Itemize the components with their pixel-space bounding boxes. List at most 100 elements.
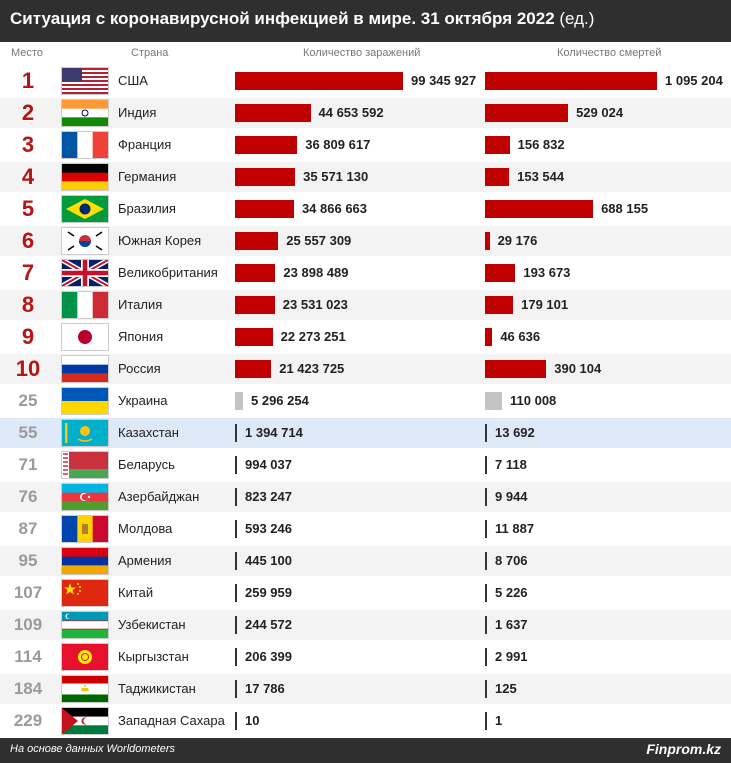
cases-value: 23 531 023 xyxy=(282,297,348,312)
cases-value: 35 571 130 xyxy=(303,169,369,184)
deaths-bar xyxy=(485,712,487,730)
cases-value: 1 394 714 xyxy=(245,425,303,440)
deaths-bar xyxy=(485,488,487,506)
deaths-value: 9 944 xyxy=(495,489,528,504)
cases-value: 99 345 927 xyxy=(411,73,477,88)
india-flag-icon xyxy=(62,100,108,126)
country-label: Южная Корея xyxy=(118,233,202,248)
table-row: 10 Россия 21 423 725 390 104 xyxy=(0,354,731,384)
rank-label: 10 xyxy=(15,356,41,381)
country-label: Франция xyxy=(118,137,172,152)
cases-value: 823 247 xyxy=(245,489,292,504)
table-row: 184 Таджикистан 17 786 125 xyxy=(0,674,731,704)
country-label: Молдова xyxy=(118,521,173,536)
uzbekistan-flag-icon xyxy=(62,612,108,638)
deaths-bar xyxy=(485,136,510,154)
cases-value: 25 557 309 xyxy=(286,233,352,248)
deaths-value: 125 xyxy=(495,681,517,696)
country-label: Азербайджан xyxy=(118,489,200,504)
table-row: 109 Узбекистан 244 572 1 637 xyxy=(0,610,731,640)
brazil-flag-icon xyxy=(62,196,108,222)
rank-label: 71 xyxy=(18,455,38,474)
table-row: 107 Китай 259 959 5 226 xyxy=(0,578,731,608)
table-row: 1 США 99 345 927 1 095 204 xyxy=(0,66,731,96)
rank-label: 109 xyxy=(13,615,43,634)
country-label: Узбекистан xyxy=(118,617,186,632)
table-row: 25 Украина 5 296 254 110 008 xyxy=(0,386,731,416)
deaths-value: 11 887 xyxy=(495,521,535,536)
table-row: 3 Франция 36 809 617 156 832 xyxy=(0,130,731,160)
deaths-bar xyxy=(485,616,487,634)
cases-bar xyxy=(235,424,237,442)
table-row: 55 Казахстан 1 394 714 13 692 xyxy=(0,418,731,448)
rank-label: 3 xyxy=(21,132,35,157)
country-label: Япония xyxy=(118,329,164,344)
rank-label: 87 xyxy=(18,519,38,538)
table-row: 7 Великобритания 23 898 489 193 673 xyxy=(0,258,731,288)
ukraine-flag-icon xyxy=(62,388,108,414)
rank-label: 229 xyxy=(13,711,43,730)
deaths-bar xyxy=(485,104,569,122)
chart-title-text: Ситуация с коронавирусной инфекцией в ми… xyxy=(10,9,555,28)
kyrgyzstan-flag-icon xyxy=(62,644,108,670)
deaths-bar xyxy=(485,360,547,378)
deaths-bar xyxy=(485,264,516,282)
cases-bar xyxy=(235,136,298,154)
source-note: На основе данных Worldometers xyxy=(10,743,175,755)
rank-label: 1 xyxy=(21,68,35,93)
cases-value: 21 423 725 xyxy=(279,361,345,376)
south-korea-flag-icon xyxy=(62,228,108,254)
cases-bar xyxy=(235,264,276,282)
deaths-value: 193 673 xyxy=(523,265,571,280)
cases-value: 34 866 663 xyxy=(301,201,368,216)
cases-value: 44 653 592 xyxy=(318,105,384,120)
cases-value: 36 809 617 xyxy=(305,137,371,152)
deaths-bar xyxy=(485,456,487,474)
cases-bar xyxy=(235,200,294,218)
table-row: 2 Индия 44 653 592 529 024 xyxy=(0,98,731,128)
deaths-value: 29 176 xyxy=(497,233,538,248)
western-sahara-flag-icon xyxy=(62,708,108,734)
rank-label: 7 xyxy=(21,260,35,285)
deaths-bar xyxy=(485,168,510,186)
deaths-bar xyxy=(485,200,594,218)
cases-value: 244 572 xyxy=(245,617,292,632)
deaths-value: 529 024 xyxy=(576,105,624,120)
china-flag-icon xyxy=(62,580,108,606)
rank-label: 8 xyxy=(21,292,35,317)
country-label: Западная Сахара xyxy=(118,713,225,728)
cases-value: 22 273 251 xyxy=(280,329,346,344)
col-header-deaths: Количество смертей xyxy=(557,47,662,59)
deaths-value: 13 692 xyxy=(495,425,535,440)
cases-value: 10 xyxy=(245,713,260,728)
cases-bar xyxy=(235,360,272,378)
country-label: Кыргызстан xyxy=(118,649,189,664)
rank-label: 107 xyxy=(13,583,43,602)
country-label: Таджикистан xyxy=(118,681,196,696)
japan-flag-icon xyxy=(62,324,108,350)
rank-label: 55 xyxy=(18,423,38,442)
cases-bar xyxy=(235,456,237,474)
rank-label: 95 xyxy=(18,551,38,570)
country-label: Индия xyxy=(118,105,157,120)
table-row: 87 Молдова 593 246 11 887 xyxy=(0,514,731,544)
cases-value: 259 959 xyxy=(245,585,292,600)
title-bar: Ситуация с коронавирусной инфекцией в ми… xyxy=(0,0,731,42)
rank-label: 114 xyxy=(14,647,42,666)
chart-title-unit: (ед.) xyxy=(559,9,595,28)
table-row: 76 Азербайджан 823 247 9 944 xyxy=(0,482,731,512)
cases-bar xyxy=(235,488,237,506)
deaths-value: 1 xyxy=(495,713,503,728)
table-row: 6 Южная Корея 25 557 309 29 176 xyxy=(0,226,731,256)
country-label: Италия xyxy=(118,297,163,312)
kazakhstan-flag-icon xyxy=(62,420,108,446)
usa-flag-icon xyxy=(62,68,108,94)
chart-title: Ситуация с коронавирусной инфекцией в ми… xyxy=(10,9,594,29)
deaths-value: 7 118 xyxy=(495,457,527,472)
deaths-value: 179 101 xyxy=(521,297,569,312)
deaths-bar xyxy=(485,648,487,666)
deaths-value: 110 008 xyxy=(510,393,557,408)
cases-value: 23 898 489 xyxy=(283,265,349,280)
rank-label: 184 xyxy=(13,679,43,698)
deaths-bar xyxy=(485,296,514,314)
